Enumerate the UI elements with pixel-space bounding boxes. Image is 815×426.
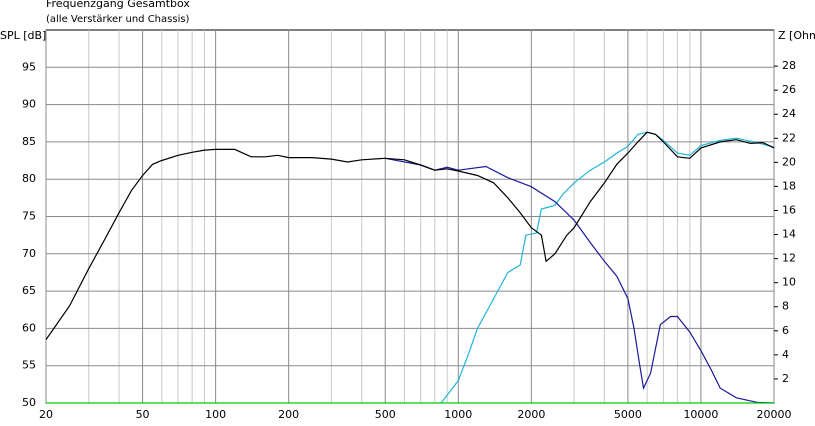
y2-tick-label: 20 <box>782 155 796 168</box>
x-tick-label: 50 <box>136 408 150 421</box>
y2-tick-label: 2 <box>782 372 789 385</box>
y-tick-label: 90 <box>22 98 36 111</box>
y2-tick-label: 16 <box>782 203 796 216</box>
y-tick-label: 95 <box>22 60 36 73</box>
y-tick-label: 65 <box>22 284 36 297</box>
chart-subtitle: (alle Verstärker und Chassis) <box>46 14 190 25</box>
x-tick-label: 200 <box>278 408 299 421</box>
y2-tick-label: 8 <box>782 300 789 313</box>
x-tick-label: 2000 <box>517 408 545 421</box>
y2-tick-label: 22 <box>782 131 796 144</box>
y-tick-label: 85 <box>22 135 36 148</box>
x-tick-label: 5000 <box>614 408 642 421</box>
y-tick-label: 70 <box>22 247 36 260</box>
y-tick-label: 80 <box>22 172 36 185</box>
y2-tick-label: 4 <box>782 348 789 361</box>
x-tick-label: 100 <box>205 408 226 421</box>
y2-tick-label: 26 <box>782 83 796 96</box>
y2-tick-label: 14 <box>782 228 796 241</box>
y2-tick-label: 24 <box>782 107 796 120</box>
y2-axis-label: Z [Ohm <box>778 29 815 42</box>
y2-tick-label: 28 <box>782 59 796 72</box>
series-line <box>385 157 775 404</box>
x-tick-label: 500 <box>375 408 396 421</box>
y2-tick-label: 18 <box>782 179 796 192</box>
y-axis-label: SPL [dB] <box>0 29 46 42</box>
y2-tick-label: 12 <box>782 252 796 265</box>
x-tick-label: 10000 <box>683 408 718 421</box>
series-line <box>440 131 775 404</box>
chart-title: Frequenzgang Gesamtbox <box>46 0 190 10</box>
y-tick-label: 50 <box>22 396 36 409</box>
x-tick-label: 1000 <box>444 408 472 421</box>
y-tick-label: 75 <box>22 210 36 223</box>
y2-tick-label: 6 <box>782 324 789 337</box>
y-tick-label: 60 <box>22 321 36 334</box>
y2-tick-label: 10 <box>782 276 796 289</box>
y-tick-label: 55 <box>22 359 36 372</box>
series-line <box>45 131 775 340</box>
x-tick-label: 20000 <box>757 408 792 421</box>
x-tick-label: 20 <box>39 408 53 421</box>
